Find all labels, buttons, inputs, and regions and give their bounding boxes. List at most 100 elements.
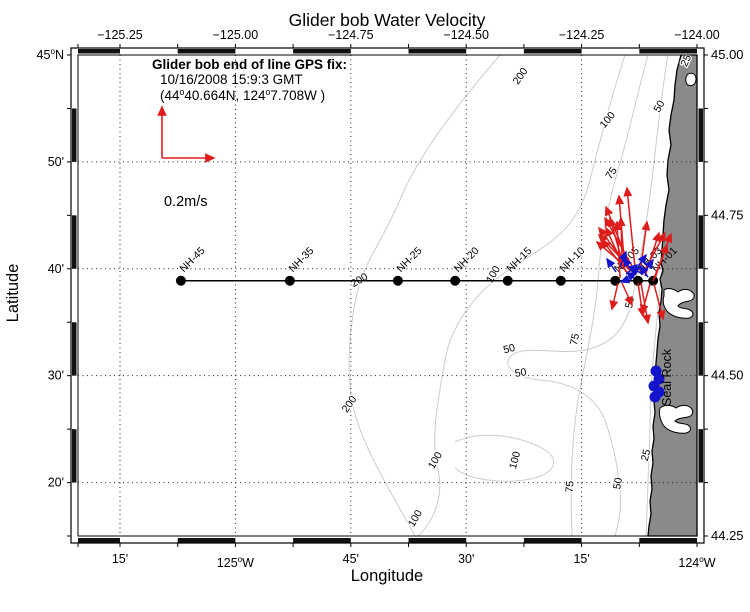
contour-100m-tongue bbox=[454, 434, 555, 482]
frame-outer bbox=[70, 47, 705, 544]
station-label: NH-15 bbox=[504, 245, 534, 275]
velocity-vector bbox=[616, 216, 626, 263]
frame-segment bbox=[177, 49, 236, 54]
velocity-scale: 0.2m/s bbox=[157, 105, 216, 210]
map-title: Glider bob Water Velocity bbox=[289, 10, 486, 30]
velocity-vector bbox=[621, 282, 633, 307]
tick-label-left: 45oN bbox=[37, 47, 64, 62]
bay-inlet-north bbox=[662, 288, 695, 319]
contour-label: 75 bbox=[568, 332, 582, 346]
frame-segment bbox=[639, 538, 697, 543]
y-axis-label: Latitude bbox=[4, 264, 22, 323]
contour-200m bbox=[348, 54, 501, 537]
station-label: NH-10 bbox=[557, 245, 587, 275]
station-dot bbox=[610, 275, 621, 286]
station-label: NH-25 bbox=[395, 245, 425, 275]
contour-label: 50 bbox=[611, 477, 625, 491]
frame-segment bbox=[698, 429, 703, 483]
frame-segment bbox=[78, 538, 121, 543]
velocity-vector bbox=[609, 282, 619, 311]
station-layer: NH-45NH-35NH-25NH-20NH-15NH-10NH-05NH-03… bbox=[175, 245, 680, 286]
contour-label-layer: 2001005025752001005050507520010010010025… bbox=[338, 52, 695, 531]
gps-fix-coords: (44o40.664N, 124o7.708W ) bbox=[160, 87, 325, 103]
contour-label: 100 bbox=[507, 450, 523, 470]
gps-fix-time: 10/16/2008 15:9:3 GMT bbox=[160, 72, 303, 87]
seal-rock-marker-layer bbox=[648, 365, 665, 403]
station-dot bbox=[284, 275, 295, 286]
tick-label-top: −124.25 bbox=[559, 28, 605, 42]
contour-label: 100 bbox=[484, 264, 503, 285]
tick-label-top: −125.00 bbox=[213, 28, 259, 42]
station-label: NH-35 bbox=[287, 245, 317, 275]
x-axis-label: Longitude bbox=[351, 567, 424, 585]
gps-fix-heading: Glider bob end of line GPS fix: bbox=[152, 57, 347, 72]
frame-segment bbox=[293, 538, 351, 543]
tick-label-top: −124.75 bbox=[328, 28, 374, 42]
station-label: NH-20 bbox=[452, 245, 482, 275]
tick-label-right: 44.50 bbox=[711, 368, 744, 383]
station-dot bbox=[175, 275, 186, 286]
grid-layer bbox=[78, 55, 697, 536]
frame-segment bbox=[72, 108, 77, 162]
velocity-vector bbox=[612, 220, 622, 279]
contour-label: 200 bbox=[511, 66, 531, 87]
tick-label-left: 40' bbox=[48, 262, 64, 276]
velocity-vector bbox=[618, 250, 628, 268]
contour-label: 75 bbox=[564, 480, 577, 493]
frame-segment bbox=[698, 215, 703, 269]
frame-segment bbox=[523, 49, 582, 54]
station-dot bbox=[502, 275, 513, 286]
frame-segment bbox=[72, 429, 77, 483]
frame-segment bbox=[293, 49, 351, 54]
velocity-vector bbox=[653, 283, 666, 321]
contour-label: 50 bbox=[651, 98, 667, 114]
frame-segment bbox=[72, 322, 77, 376]
seal-rock-label: Seal Rock bbox=[660, 348, 674, 406]
frame-inner bbox=[77, 54, 698, 537]
frame-segment bbox=[408, 49, 467, 54]
tick-label-left: 50' bbox=[48, 155, 64, 169]
contour-100m bbox=[417, 54, 626, 537]
tick-label-right: 44.25 bbox=[711, 528, 744, 543]
tick-label-bottom: 15' bbox=[112, 552, 128, 566]
tick-label-bottom: 125oW bbox=[217, 555, 254, 570]
seal-rock-mark bbox=[649, 391, 661, 403]
velocity-vector bbox=[652, 232, 673, 282]
velocity-vector bbox=[623, 186, 636, 269]
tick-label-top: −124.50 bbox=[443, 28, 489, 42]
frame-segment bbox=[177, 538, 236, 543]
bay-inlet-south bbox=[658, 404, 694, 434]
contour-75m bbox=[570, 54, 649, 537]
tick-label-right: 44.75 bbox=[711, 207, 744, 222]
contour-label: 50 bbox=[514, 366, 527, 380]
tick-label-bottom: 45' bbox=[343, 552, 359, 566]
tick-label-left: 20' bbox=[48, 476, 64, 490]
velocity-vector bbox=[623, 272, 638, 281]
contour-label: 25 bbox=[639, 448, 654, 463]
frame-segment bbox=[78, 49, 121, 54]
frame-segment bbox=[408, 538, 467, 543]
contour-label: 50 bbox=[502, 342, 517, 357]
contour-50m bbox=[507, 54, 669, 537]
station-dot bbox=[392, 275, 403, 286]
tick-label-top: −125.25 bbox=[97, 28, 143, 42]
contour-label: 100 bbox=[426, 450, 445, 471]
scale-label: 0.2m/s bbox=[164, 194, 208, 210]
station-dot bbox=[555, 275, 566, 286]
contour-label: 100 bbox=[406, 508, 425, 529]
tick-label-bottom: 15' bbox=[573, 552, 589, 566]
land-layer bbox=[647, 54, 698, 537]
tick-label-top: −124.00 bbox=[674, 28, 720, 42]
velocity-vector bbox=[639, 283, 651, 315]
tick-label-bottom: 30' bbox=[458, 552, 474, 566]
blue-glider-vectors bbox=[606, 250, 654, 284]
tick-label-left: 30' bbox=[48, 369, 64, 383]
axis-tick-labels: −125.25 −125.00 −124.75 −124.50 −124.25 −124.… bbox=[37, 28, 744, 570]
contour-label: 75 bbox=[603, 165, 620, 182]
velocity-vector bbox=[639, 264, 649, 278]
frame-segment bbox=[639, 49, 697, 54]
frame-segment bbox=[523, 538, 582, 543]
contour-label: 200 bbox=[340, 394, 360, 415]
